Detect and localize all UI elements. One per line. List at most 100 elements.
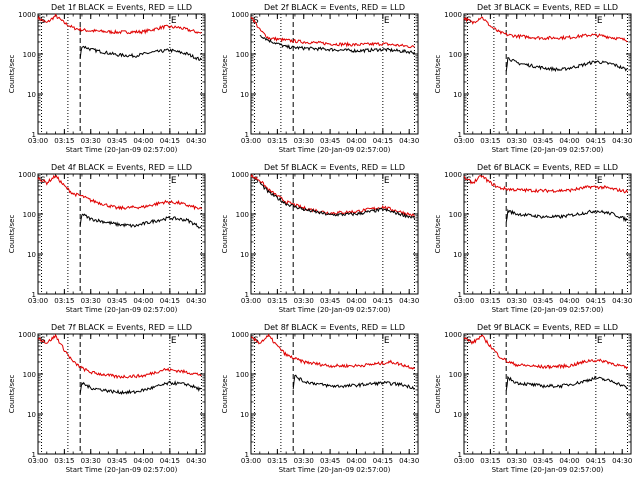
chart-panel-9: Det 9f BLACK = Events, RED = LLD 1 10 100 10… <box>434 323 632 474</box>
x-axis-label: Start Time (20-Jan-09 02:57:00) <box>492 466 604 474</box>
x-tick-label: 03:00 <box>28 297 48 305</box>
series-line-lld <box>463 334 628 370</box>
x-tick-label: 04:15 <box>160 457 180 465</box>
y-tick-label: 1 <box>245 291 249 299</box>
series-line-events <box>79 213 202 229</box>
x-tick-label: 03:00 <box>28 457 48 465</box>
x-tick-label: 03:30 <box>507 137 527 145</box>
chart-title: Det 7f BLACK = Events, RED = LLD <box>51 323 192 332</box>
plot-frame <box>37 13 206 135</box>
x-tick-label: 03:15 <box>54 137 74 145</box>
x-tick-label: 03:30 <box>294 137 314 145</box>
plot-frame <box>463 173 632 295</box>
y-axis-label: Counts/sec <box>8 215 16 254</box>
y-tick-label: 100 <box>236 211 249 219</box>
y-tick-label: 1 <box>32 451 36 459</box>
x-tick-label: 03:30 <box>81 137 101 145</box>
start-marker: S <box>466 176 472 186</box>
start-marker: S <box>466 16 472 26</box>
x-tick-label: 03:15 <box>267 457 287 465</box>
end-marker: E <box>171 176 177 186</box>
y-tick-label: 10 <box>453 91 462 99</box>
x-tick-label: 04:30 <box>612 297 632 305</box>
x-tick-label: 03:15 <box>480 137 500 145</box>
start-marker: S <box>253 16 259 26</box>
y-axis-label: Counts/sec <box>434 55 442 94</box>
x-tick-label: 04:00 <box>559 457 579 465</box>
x-tick-label: 03:15 <box>54 297 74 305</box>
series-line-lld <box>37 13 202 35</box>
y-tick-label: 100 <box>23 211 36 219</box>
x-tick-label: 04:00 <box>133 137 153 145</box>
y-tick-label: 100 <box>23 51 36 59</box>
series-line-events <box>259 181 415 220</box>
end-marker: E <box>384 16 390 26</box>
y-axis-label: Counts/sec <box>434 215 442 254</box>
chart-title: Det 5f BLACK = Events, RED = LLD <box>264 163 405 172</box>
series-line-events <box>79 380 202 395</box>
y-tick-label: 1 <box>458 451 462 459</box>
chart-panel-8: Det 8f BLACK = Events, RED = LLD 1 10 100 10… <box>221 323 419 474</box>
chart-panel-5: Det 5f BLACK = Events, RED = LLD 1 10 100 10… <box>221 163 419 314</box>
x-tick-label: 04:30 <box>399 457 419 465</box>
x-axis-label: Start Time (20-Jan-09 02:57:00) <box>279 146 391 154</box>
y-tick-label: 1000 <box>18 11 36 19</box>
plot-frame <box>37 333 206 455</box>
x-tick-label: 03:15 <box>480 457 500 465</box>
y-axis-label: Counts/sec <box>8 55 16 94</box>
x-tick-label: 04:15 <box>586 457 606 465</box>
x-tick-label: 03:00 <box>241 297 261 305</box>
x-tick-label: 04:30 <box>186 297 206 305</box>
y-tick-label: 100 <box>449 371 462 379</box>
plot-frame <box>463 333 632 455</box>
chart-panel-1: Det 1f BLACK = Events, RED = LLD 1 10 100 10… <box>8 3 206 154</box>
chart-title: Det 2f BLACK = Events, RED = LLD <box>264 3 405 12</box>
chart-panel-4: Det 4f BLACK = Events, RED = LLD 1 10 100 10… <box>8 163 206 314</box>
x-tick-label: 04:15 <box>586 297 606 305</box>
y-tick-label: 1000 <box>231 331 249 339</box>
end-marker: E <box>171 336 177 346</box>
chart-title: Det 3f BLACK = Events, RED = LLD <box>477 3 618 12</box>
y-tick-label: 100 <box>236 51 249 59</box>
y-tick-label: 1000 <box>18 171 36 179</box>
x-tick-label: 03:45 <box>320 297 340 305</box>
series-line-events <box>79 45 202 61</box>
y-tick-label: 1000 <box>444 11 462 19</box>
x-tick-label: 03:30 <box>507 457 527 465</box>
series-line-lld <box>37 174 202 211</box>
series-line-lld <box>463 175 628 194</box>
x-tick-label: 03:45 <box>533 457 553 465</box>
y-tick-label: 100 <box>23 371 36 379</box>
y-tick-label: 10 <box>27 91 36 99</box>
x-axis-label: Start Time (20-Jan-09 02:57:00) <box>66 146 178 154</box>
x-tick-label: 03:15 <box>54 457 74 465</box>
y-tick-label: 10 <box>240 251 249 259</box>
chart-title: Det 9f BLACK = Events, RED = LLD <box>477 323 618 332</box>
end-marker: E <box>384 176 390 186</box>
x-tick-label: 04:00 <box>346 297 366 305</box>
y-axis-label: Counts/sec <box>434 375 442 414</box>
chart-title: Det 1f BLACK = Events, RED = LLD <box>51 3 192 12</box>
x-tick-label: 04:15 <box>160 137 180 145</box>
x-tick-label: 03:00 <box>454 457 474 465</box>
end-marker: E <box>384 336 390 346</box>
x-axis-label: Start Time (20-Jan-09 02:57:00) <box>492 306 604 314</box>
series-line-events <box>505 208 628 223</box>
y-tick-label: 100 <box>449 211 462 219</box>
x-tick-label: 03:45 <box>107 297 127 305</box>
x-tick-label: 03:00 <box>241 137 261 145</box>
plot-frame <box>250 13 419 135</box>
x-tick-label: 04:15 <box>373 137 393 145</box>
chart-panel-7: Det 7f BLACK = Events, RED = LLD 1 10 100 10… <box>8 323 206 474</box>
plot-frame <box>250 333 419 455</box>
x-tick-label: 03:45 <box>533 297 553 305</box>
x-tick-label: 03:15 <box>480 297 500 305</box>
x-tick-label: 03:30 <box>507 297 527 305</box>
x-tick-label: 04:00 <box>559 137 579 145</box>
plot-frame <box>463 13 632 135</box>
y-axis-label: Counts/sec <box>221 215 229 254</box>
y-tick-label: 1000 <box>444 171 462 179</box>
x-tick-label: 03:30 <box>294 457 314 465</box>
x-tick-label: 03:45 <box>533 137 553 145</box>
x-tick-label: 04:00 <box>133 297 153 305</box>
